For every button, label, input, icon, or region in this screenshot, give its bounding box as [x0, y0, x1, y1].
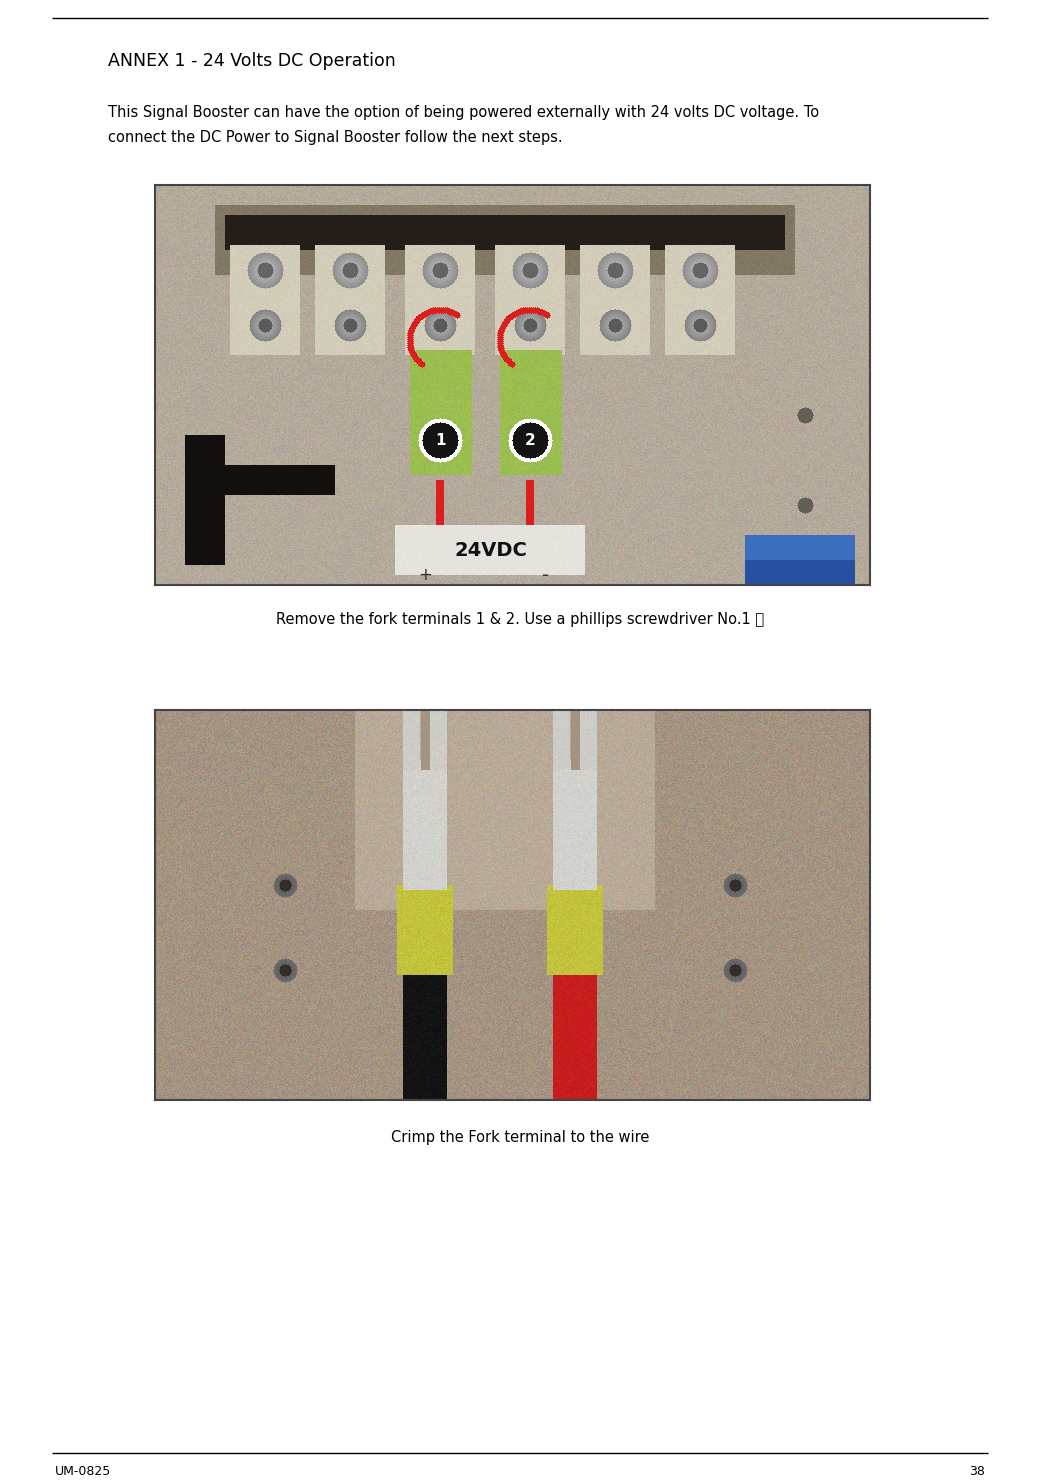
Text: 24VDC: 24VDC: [454, 541, 527, 560]
Text: -: -: [542, 566, 549, 585]
Text: UM-0825: UM-0825: [55, 1465, 111, 1478]
Text: +: +: [418, 567, 433, 585]
Text: 2: 2: [525, 432, 536, 447]
Text: connect the DC Power to Signal Booster follow the next steps.: connect the DC Power to Signal Booster f…: [108, 130, 563, 145]
Text: 1: 1: [436, 432, 446, 447]
Text: Remove the fork terminals 1 & 2. Use a phillips screwdriver No.1 ➕: Remove the fork terminals 1 & 2. Use a p…: [276, 612, 764, 626]
Text: 38: 38: [969, 1465, 985, 1478]
Text: Crimp the Fork terminal to the wire: Crimp the Fork terminal to the wire: [391, 1130, 649, 1145]
Text: This Signal Booster can have the option of being powered externally with 24 volt: This Signal Booster can have the option …: [108, 105, 820, 120]
Text: ANNEX 1 - 24 Volts DC Operation: ANNEX 1 - 24 Volts DC Operation: [108, 52, 396, 70]
